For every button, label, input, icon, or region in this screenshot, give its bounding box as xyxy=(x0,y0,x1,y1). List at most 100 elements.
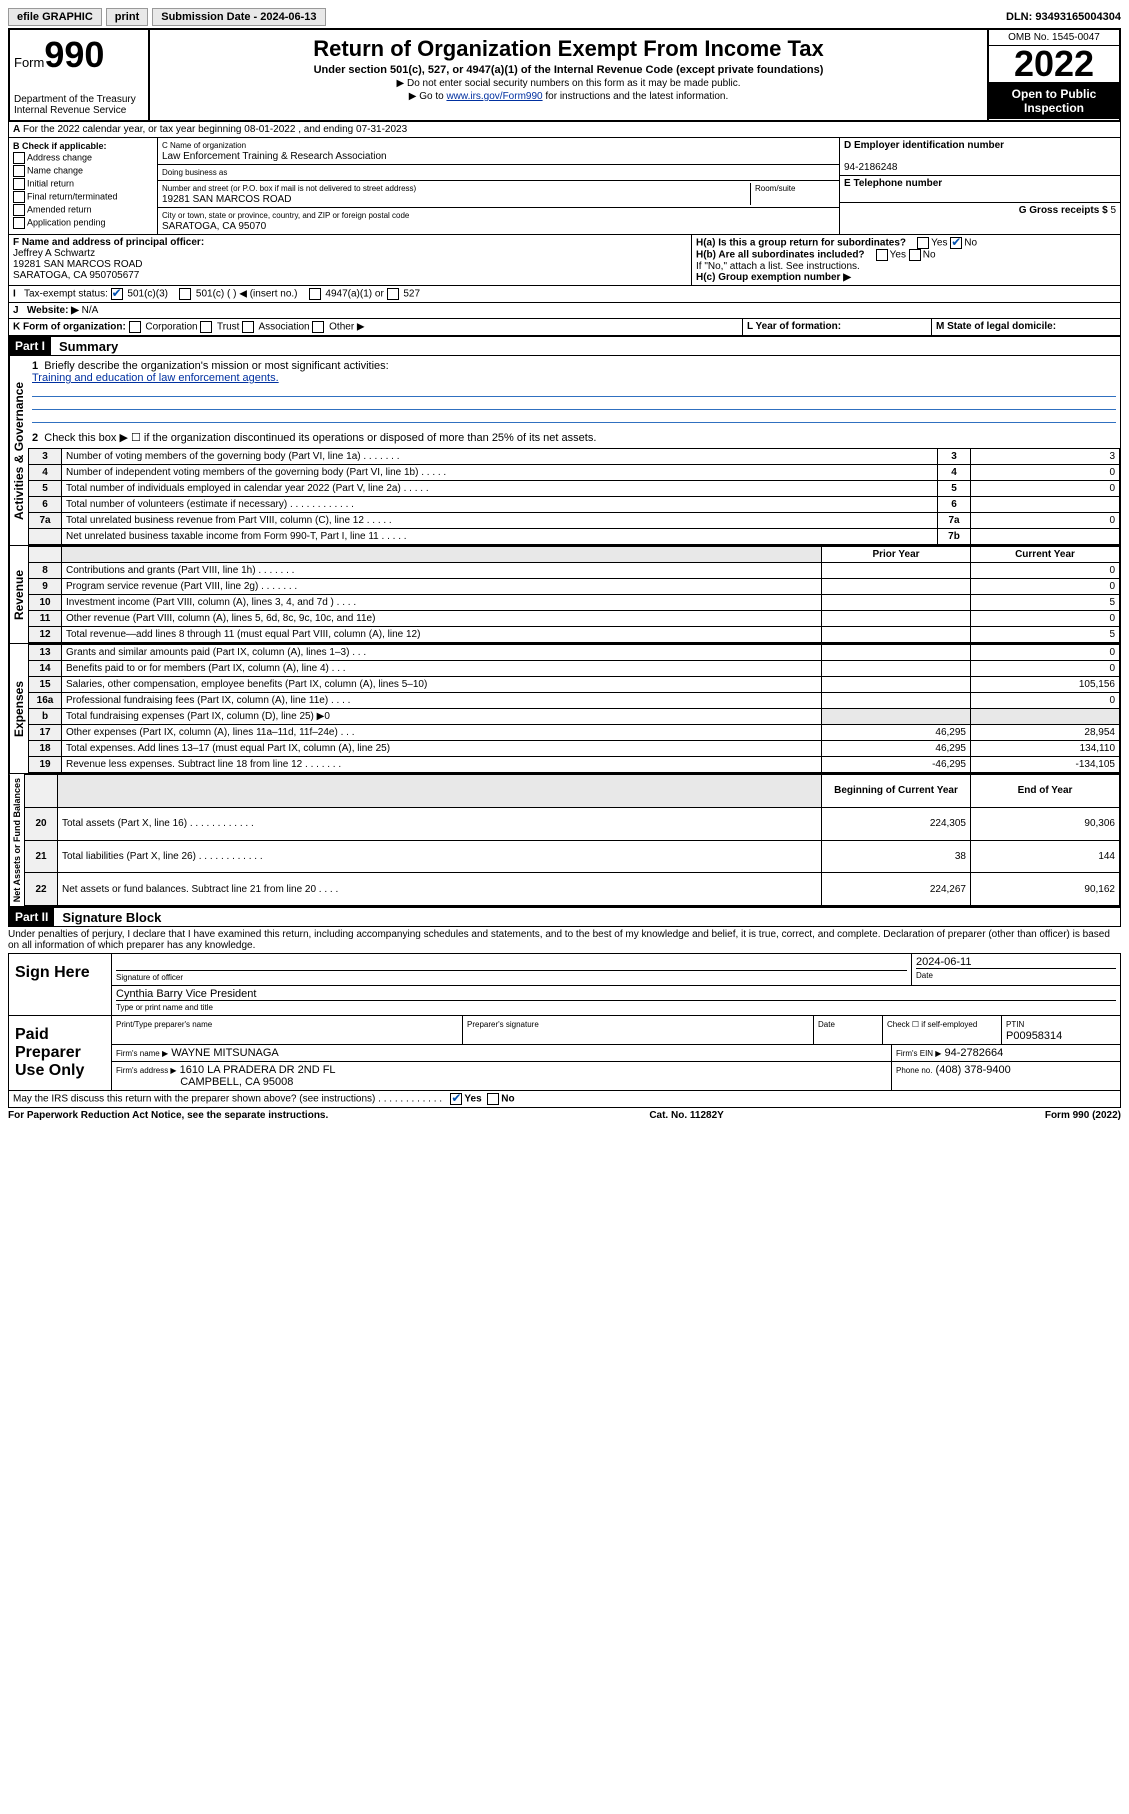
city: SARATOGA, CA 95070 xyxy=(162,221,266,232)
table-row: 18Total expenses. Add lines 13–17 (must … xyxy=(29,741,1120,757)
section-b: B Check if applicable: Address change Na… xyxy=(9,138,158,234)
part2-title: Signature Block xyxy=(54,910,161,925)
part1-title: Summary xyxy=(51,339,118,354)
l1-label: Briefly describe the organization's miss… xyxy=(44,360,388,372)
table-row: 13Grants and similar amounts paid (Part … xyxy=(29,645,1120,661)
firm-addr2: CAMPBELL, CA 95008 xyxy=(180,1076,293,1088)
j-label: Website: ▶ xyxy=(27,305,79,316)
part1-label: Part I xyxy=(9,337,51,355)
firm-addr-label: Firm's address ▶ xyxy=(116,1066,177,1075)
table-row: 14Benefits paid to or for members (Part … xyxy=(29,661,1120,677)
tax-year: 2022 xyxy=(989,46,1119,83)
dln: DLN: 93493165004304 xyxy=(1006,11,1121,23)
cb-address-change[interactable]: Address change xyxy=(27,152,92,162)
k-trust[interactable]: Trust xyxy=(217,322,239,333)
section-deg: D Employer identification number94-21862… xyxy=(839,138,1120,234)
table-row: 6Total number of volunteers (estimate if… xyxy=(29,497,1120,513)
table-row: 16aProfessional fundraising fees (Part I… xyxy=(29,693,1120,709)
ha-label: H(a) Is this a group return for subordin… xyxy=(696,238,906,249)
note-ssn: Do not enter social security numbers on … xyxy=(407,78,740,89)
dept-treasury: Department of the Treasury xyxy=(14,94,144,105)
i-501c[interactable]: 501(c) ( ) ◀ (insert no.) xyxy=(196,289,298,300)
phone-label: E Telephone number xyxy=(844,178,942,189)
m-label: M State of legal domicile: xyxy=(936,321,1056,332)
efile-button[interactable]: efile GRAPHIC xyxy=(8,8,102,26)
c-name-label: C Name of organization xyxy=(162,141,246,150)
table-row: 7aTotal unrelated business revenue from … xyxy=(29,513,1120,529)
table-row: 20Total assets (Part X, line 16) . . . .… xyxy=(25,807,1120,840)
line-a: A For the 2022 calendar year, or tax yea… xyxy=(9,122,1120,137)
form-prefix: Form xyxy=(14,55,44,70)
cb-name-change[interactable]: Name change xyxy=(27,165,83,175)
col-begin: Beginning of Current Year xyxy=(822,775,971,808)
table-row: 19Revenue less expenses. Subtract line 1… xyxy=(29,757,1120,773)
discuss-no[interactable]: No xyxy=(501,1094,514,1105)
date-label: Date xyxy=(916,971,933,980)
i-501c3[interactable]: 501(c)(3) xyxy=(127,289,168,300)
form-subtitle: Under section 501(c), 527, or 4947(a)(1)… xyxy=(154,64,983,76)
vlabel-expenses: Expenses xyxy=(9,644,28,773)
f-label: F Name and address of principal officer: xyxy=(13,237,204,248)
print-button[interactable]: print xyxy=(106,8,148,26)
paid-preparer: Paid Preparer Use Only xyxy=(9,1016,112,1090)
ptin: P00958314 xyxy=(1006,1030,1062,1042)
gross-value: 5 xyxy=(1110,205,1116,216)
org-name: Law Enforcement Training & Research Asso… xyxy=(162,151,387,162)
revenue-table: Prior YearCurrent Year 8Contributions an… xyxy=(28,546,1120,643)
i-4947[interactable]: 4947(a)(1) or xyxy=(325,289,383,300)
cb-app-pending[interactable]: Application pending xyxy=(27,217,106,227)
discuss-yes[interactable]: Yes xyxy=(464,1094,481,1105)
form-title: Return of Organization Exempt From Incom… xyxy=(154,36,983,62)
irs-link[interactable]: www.irs.gov/Form990 xyxy=(446,91,542,102)
part2-header: Part II Signature Block xyxy=(8,907,1121,927)
hb-no[interactable]: No xyxy=(923,250,936,261)
ein-label: D Employer identification number xyxy=(844,140,1004,151)
cb-amended[interactable]: Amended return xyxy=(27,204,92,214)
submission-date: Submission Date - 2024-06-13 xyxy=(152,8,325,26)
table-row: 15Salaries, other compensation, employee… xyxy=(29,677,1120,693)
table-row: 11Other revenue (Part VIII, column (A), … xyxy=(29,611,1120,627)
table-row: 5Total number of individuals employed in… xyxy=(29,481,1120,497)
k-label: K Form of organization: xyxy=(13,322,126,333)
cb-final-return[interactable]: Final return/terminated xyxy=(27,191,118,201)
gross-label: G Gross receipts $ xyxy=(1019,205,1108,216)
ha-no[interactable]: No xyxy=(964,238,977,249)
table-row: 8Contributions and grants (Part VIII, li… xyxy=(29,563,1120,579)
prep-name-label: Print/Type preparer's name xyxy=(116,1020,212,1029)
cb-initial-return[interactable]: Initial return xyxy=(27,178,74,188)
line-a-text: For the 2022 calendar year, or tax year … xyxy=(23,124,407,135)
footer-left: For Paperwork Reduction Act Notice, see … xyxy=(8,1110,328,1121)
k-assoc[interactable]: Association xyxy=(258,322,309,333)
i-527[interactable]: 527 xyxy=(403,289,420,300)
l-label: L Year of formation: xyxy=(747,321,841,332)
street: 19281 SAN MARCOS ROAD xyxy=(162,194,292,205)
officer-addr2: SARATOGA, CA 950705677 xyxy=(13,270,139,281)
website: N/A xyxy=(82,305,99,316)
sig-date: 2024-06-11 xyxy=(916,956,971,968)
table-row: 22Net assets or fund balances. Subtract … xyxy=(25,873,1120,906)
city-label: City or town, state or province, country… xyxy=(162,211,409,220)
dba-label: Doing business as xyxy=(162,168,227,177)
officer-name-title: Cynthia Barry Vice President xyxy=(116,988,256,1000)
table-row: 12Total revenue—add lines 8 through 11 (… xyxy=(29,627,1120,643)
hb-yes[interactable]: Yes xyxy=(890,250,906,261)
phone-label2: Phone no. xyxy=(896,1066,932,1075)
vlabel-revenue: Revenue xyxy=(9,546,28,643)
k-other[interactable]: Other ▶ xyxy=(329,322,364,333)
table-row: Net unrelated business taxable income fr… xyxy=(29,529,1120,545)
note-goto-post: for instructions and the latest informat… xyxy=(543,91,729,102)
hb-label: H(b) Are all subordinates included? xyxy=(696,250,865,261)
table-row: 17Other expenses (Part IX, column (A), l… xyxy=(29,725,1120,741)
footer-mid: Cat. No. 11282Y xyxy=(649,1110,723,1121)
k-corp[interactable]: Corporation xyxy=(145,322,197,333)
mission-text: Training and education of law enforcemen… xyxy=(32,372,279,384)
section-b-label: B Check if applicable: xyxy=(13,141,107,151)
prep-sig-label: Preparer's signature xyxy=(467,1020,539,1029)
ha-yes[interactable]: Yes xyxy=(931,238,947,249)
hb-note: If "No," attach a list. See instructions… xyxy=(696,261,1116,272)
section-c: C Name of organizationLaw Enforcement Tr… xyxy=(158,138,839,234)
ptin-label: PTIN xyxy=(1006,1020,1024,1029)
check-self[interactable]: Check ☐ if self-employed xyxy=(887,1020,977,1029)
col-end: End of Year xyxy=(971,775,1120,808)
room-label: Room/suite xyxy=(755,184,795,193)
